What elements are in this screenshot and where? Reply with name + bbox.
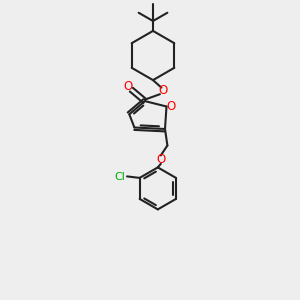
Text: O: O: [123, 80, 132, 94]
Text: Cl: Cl: [115, 172, 126, 182]
Text: O: O: [167, 100, 176, 113]
Text: O: O: [156, 153, 165, 167]
Text: O: O: [158, 84, 167, 97]
